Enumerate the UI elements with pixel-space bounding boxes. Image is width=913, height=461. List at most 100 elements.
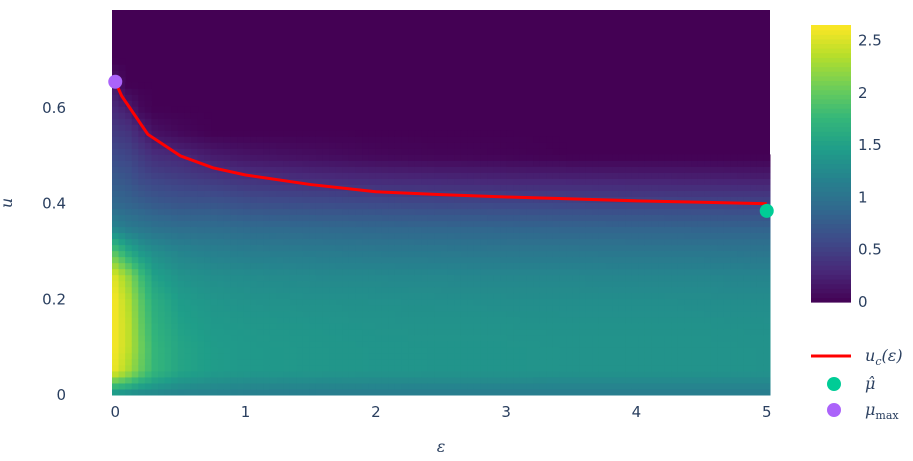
heatmap-cell bbox=[302, 256, 310, 264]
heatmap-cell bbox=[131, 190, 139, 197]
heatmap-cell bbox=[243, 136, 251, 143]
heatmap-cell bbox=[329, 352, 337, 360]
heatmap-cell bbox=[710, 358, 718, 366]
heatmap-cell bbox=[717, 334, 725, 342]
heatmap-cell bbox=[144, 298, 152, 306]
heatmap-cell bbox=[144, 376, 152, 384]
heatmap-cell bbox=[447, 244, 455, 252]
heatmap-cell bbox=[302, 340, 310, 348]
heatmap-cell bbox=[434, 316, 442, 324]
heatmap-cell bbox=[164, 280, 172, 288]
heatmap-cell bbox=[513, 184, 521, 191]
heatmap-cell bbox=[118, 124, 126, 131]
heatmap-cell bbox=[427, 346, 435, 354]
heatmap-cell bbox=[572, 388, 580, 396]
heatmap-cell bbox=[210, 238, 218, 246]
heatmap-cell bbox=[144, 226, 152, 234]
heatmap-cell bbox=[190, 226, 199, 234]
heatmap-cell bbox=[737, 154, 745, 161]
heatmap-cell bbox=[131, 214, 139, 222]
heatmap-cell bbox=[394, 286, 403, 294]
heatmap-cell bbox=[691, 202, 699, 210]
heatmap-cell bbox=[756, 328, 764, 336]
heatmap-cell bbox=[177, 364, 185, 372]
heatmap-cell bbox=[651, 340, 659, 348]
heatmap-cell bbox=[579, 370, 587, 378]
heatmap-cell bbox=[572, 208, 580, 216]
heatmap-cell bbox=[480, 274, 488, 282]
heatmap-cell bbox=[408, 208, 416, 216]
legend-label[interactable]: uc(ε) bbox=[865, 346, 903, 368]
heatmap-cell bbox=[250, 154, 258, 161]
heatmap-cell bbox=[704, 304, 712, 312]
heatmap-cell bbox=[730, 298, 738, 306]
heatmap-cell bbox=[723, 280, 732, 288]
heatmap-cell bbox=[138, 112, 146, 119]
heatmap-cell bbox=[250, 316, 258, 324]
heatmap-cell bbox=[381, 226, 389, 234]
heatmap-cell bbox=[631, 184, 639, 191]
heatmap-cell bbox=[368, 274, 376, 282]
heatmap-cell bbox=[375, 352, 383, 360]
heatmap-cell bbox=[197, 220, 205, 228]
heatmap-cell bbox=[487, 262, 495, 270]
heatmap-cell bbox=[592, 310, 600, 318]
heatmap-cell bbox=[322, 322, 330, 330]
heatmap-cell bbox=[552, 298, 560, 306]
heatmap-cell bbox=[493, 334, 501, 342]
heatmap-cell bbox=[381, 352, 389, 360]
heatmap-cell bbox=[434, 202, 442, 210]
heatmap-cell bbox=[302, 136, 310, 143]
heatmap-cell bbox=[210, 298, 218, 306]
heatmap-cell bbox=[309, 136, 317, 143]
heatmap-cell bbox=[151, 304, 159, 312]
heatmap-cell bbox=[441, 334, 449, 342]
heatmap-cell bbox=[375, 190, 383, 197]
heatmap-cell bbox=[612, 244, 620, 252]
heatmap-cell bbox=[526, 160, 534, 167]
heatmap-cell bbox=[204, 256, 212, 264]
heatmap-cell bbox=[559, 262, 567, 270]
heatmap-cell bbox=[743, 370, 751, 378]
heatmap-cell bbox=[737, 346, 745, 354]
heatmap-cell bbox=[237, 220, 245, 228]
heatmap-cell bbox=[112, 280, 120, 288]
heatmap-cell bbox=[269, 142, 277, 149]
heatmap-cell bbox=[131, 238, 139, 246]
heatmap-cell bbox=[737, 184, 745, 191]
heatmap-cell bbox=[230, 142, 238, 149]
heatmap-cell bbox=[743, 178, 751, 185]
heatmap-cell bbox=[342, 214, 350, 222]
heatmap-cell bbox=[427, 262, 435, 270]
heatmap-cell bbox=[322, 328, 330, 336]
heatmap-cell bbox=[118, 370, 126, 378]
legend-label[interactable]: μ̂ bbox=[865, 374, 875, 393]
heatmap-cell bbox=[434, 274, 442, 282]
heatmap-cell bbox=[618, 268, 626, 276]
heatmap-cell bbox=[723, 304, 732, 312]
heatmap-cell bbox=[394, 298, 403, 306]
heatmap-cell bbox=[348, 220, 356, 228]
heatmap-cell bbox=[566, 322, 574, 330]
heatmap-cell bbox=[190, 280, 199, 288]
heatmap-cell bbox=[158, 364, 166, 372]
heatmap-cell bbox=[335, 346, 343, 354]
heatmap-cell bbox=[651, 334, 659, 342]
heatmap-cell bbox=[144, 112, 152, 119]
heatmap-cell bbox=[125, 112, 133, 119]
heatmap-cell bbox=[414, 352, 422, 360]
heatmap-cell bbox=[250, 346, 258, 354]
heatmap-cell bbox=[500, 178, 508, 185]
heatmap-cell bbox=[519, 256, 528, 264]
heatmap-cell bbox=[454, 292, 462, 300]
heatmap-cell bbox=[533, 154, 541, 161]
heatmap-cell bbox=[447, 292, 455, 300]
heatmap-cell bbox=[302, 274, 310, 282]
heatmap-cell bbox=[454, 148, 462, 155]
heatmap-cell bbox=[125, 352, 133, 360]
heatmap-cell bbox=[177, 214, 185, 222]
legend-label[interactable]: μmax bbox=[865, 400, 899, 422]
heatmap-cell bbox=[658, 316, 666, 324]
heatmap-cell bbox=[684, 328, 692, 336]
heatmap-cell bbox=[723, 244, 732, 252]
